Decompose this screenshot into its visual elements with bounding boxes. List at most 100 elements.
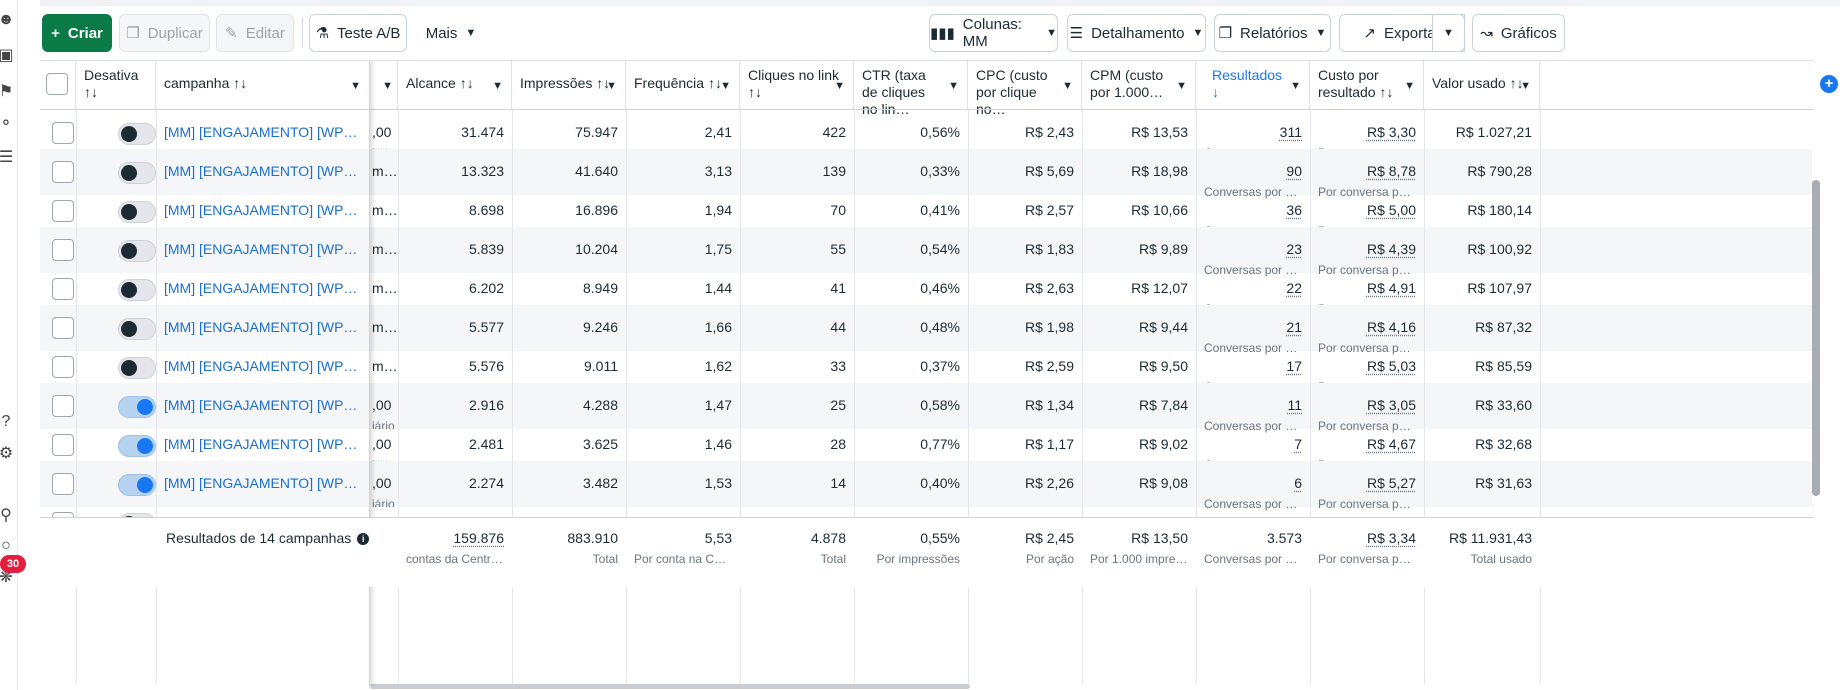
row-checkbox[interactable] (52, 395, 74, 417)
ctr-header[interactable]: CTR (taxa de cliques no lin… ▼ (854, 61, 968, 117)
table-row[interactable]: [MM] [ENGAJAMENTO] [WPP] — …,00iário31.4… (40, 110, 1814, 160)
settings-icon[interactable]: ⚙ (0, 445, 14, 462)
cpm-cell: R$ 12,07 (1131, 280, 1188, 296)
cpc-header[interactable]: CPC (custo por clique no… ▼ (968, 61, 1082, 117)
campaign-toggle[interactable] (118, 279, 156, 301)
add-column-icon[interactable]: + (1820, 75, 1838, 93)
charts-button[interactable]: ↝ Gráficos (1472, 14, 1565, 52)
link-clicks-header[interactable]: Cliques no link ↑↓ ▼ (740, 61, 854, 109)
table-row[interactable]: [MM] [ENGAJAMENTO] [WPP] — …m…5.5779.246… (40, 305, 1814, 355)
search-icon[interactable]: ⚲ (0, 507, 12, 524)
campaign-toggle[interactable] (118, 201, 156, 223)
toggle-knob (121, 204, 137, 220)
row-checkbox[interactable] (52, 356, 74, 378)
row-checkbox[interactable] (52, 473, 74, 495)
amount-spent-cell: R$ 180,14 (1467, 202, 1532, 218)
cpm-header[interactable]: CPM (custo por 1.000… ▼ (1082, 61, 1196, 109)
help-icon[interactable]: ? (1, 413, 11, 430)
row-checkbox[interactable] (52, 278, 74, 300)
create-button[interactable]: + Criar (42, 14, 112, 52)
chat-icon[interactable]: ○ (1, 537, 11, 554)
impressions-cell: 4.288 (582, 397, 618, 413)
table-row[interactable]: [MM] [ENGAJAMENTO] [WPP] — …m…5.5769.011… (40, 344, 1814, 394)
columns-dropdown[interactable]: ▮▮▮ Colunas: MM ▼ (929, 14, 1058, 52)
amount-spent-header[interactable]: Valor usado ↑↓ ▼ (1424, 61, 1540, 109)
info-icon[interactable]: i (357, 533, 370, 545)
campaign-toggle[interactable] (118, 162, 156, 184)
row-checkbox[interactable] (52, 200, 74, 222)
table-row[interactable]: [MM] [ENGAJAMENTO] [WPP] — …,00iário2.27… (40, 461, 1814, 511)
campaign-toggle[interactable] (118, 396, 156, 418)
select-all-header (40, 61, 76, 109)
row-checkbox[interactable] (52, 122, 74, 144)
cpc-cell: R$ 2,59 (1024, 358, 1074, 374)
amount-spent-cell: R$ 31,63 (1475, 475, 1532, 491)
table-row[interactable]: [MM] [ENGAJAMENTO] [WPP] — …,00iário2.91… (40, 383, 1814, 433)
table-row[interactable]: [MM] [ENGAJAMENTO] [WPP] — …m…6.2028.949… (40, 266, 1814, 316)
caret-down-icon[interactable]: ▼ (350, 80, 361, 92)
table-row[interactable]: [MM] [ENGAJAMENTO] [WPP] — …m…5.83910.20… (40, 227, 1814, 277)
row-checkbox[interactable] (52, 317, 74, 339)
campaign-toggle[interactable] (118, 240, 156, 262)
audience-icon[interactable]: ⚬ (0, 115, 13, 132)
breakdown-dropdown[interactable]: ☰ Detalhamento ▼ (1067, 14, 1206, 52)
export-options-dropdown[interactable]: ▼ (1432, 14, 1465, 52)
scroll-thumb[interactable] (1812, 180, 1820, 496)
row-checkbox[interactable] (52, 434, 74, 456)
campaign-header[interactable]: campanha ↑↓ ▼ (156, 61, 370, 109)
caret-down-icon[interactable]: ▼ (948, 80, 959, 92)
notification-badge[interactable]: 30 (0, 555, 26, 573)
caret-down-icon[interactable]: ▼ (834, 80, 845, 92)
caret-down-icon[interactable]: ▼ (1404, 80, 1415, 92)
campaign-icon[interactable]: ⚑ (0, 83, 14, 100)
column-divider (76, 109, 77, 686)
row-checkbox[interactable] (52, 239, 74, 261)
edit-button[interactable]: ✎ Editar (216, 14, 294, 52)
caret-down-icon[interactable]: ▼ (1520, 80, 1531, 92)
campaign-toggle[interactable] (118, 435, 156, 457)
campaign-toggle[interactable] (118, 357, 156, 379)
campaign-toggle[interactable] (118, 123, 156, 145)
scroll-thumb[interactable] (370, 684, 970, 689)
bug-icon[interactable]: ❋ (0, 569, 13, 586)
billing-icon[interactable]: ▣ (0, 47, 14, 64)
caret-down-icon[interactable]: ▼ (1290, 80, 1301, 92)
amount-spent-cell: R$ 107,97 (1467, 280, 1532, 296)
cost-per-result-header[interactable]: Custo por resultado ↑↓ ▼ (1310, 61, 1424, 109)
table-row[interactable]: [MM] [ENGAJAMENTO] [WPP] - A…m…13.32341.… (40, 149, 1814, 199)
select-all-checkbox[interactable] (46, 73, 68, 95)
reach-cell: 2.916 (468, 397, 504, 413)
row-checkbox[interactable] (52, 161, 74, 183)
table-row[interactable]: [MM] [ENGAJAMENTO] [WPP] — …m…8.69816.89… (40, 188, 1814, 238)
column-divider (1310, 109, 1311, 686)
caret-down-icon[interactable]: ▼ (606, 80, 617, 92)
ab-test-button[interactable]: ⚗ Teste A/B (309, 14, 407, 52)
caret-down-icon[interactable]: ▼ (492, 80, 503, 92)
reach-header[interactable]: Alcance ↑↓ ▼ (398, 61, 512, 109)
caret-down-icon[interactable]: ▼ (1062, 80, 1073, 92)
vertical-scrollbar[interactable] (1812, 108, 1820, 504)
horizontal-scrollbar[interactable] (40, 684, 1814, 690)
results-header[interactable]: Resultados ↓ ▼ (1196, 61, 1310, 109)
column-divider (1082, 109, 1083, 686)
link-clicks-cell: 422 (822, 124, 846, 140)
duplicate-button[interactable]: ❐ Duplicar (119, 14, 210, 52)
cost-per-result-cell: R$ 4,91Por conversa por … (1318, 280, 1416, 316)
campaign-toggle[interactable] (118, 318, 156, 340)
off-toggle-header[interactable]: Desativa ↑↓ (76, 61, 156, 109)
caret-down-icon[interactable]: ▼ (720, 80, 731, 92)
cost-per-result-cell: R$ 4,67Por conversa por … (1318, 436, 1416, 472)
people-icon[interactable]: ☻ (0, 11, 15, 28)
impressions-header[interactable]: Impressões ↑↓ ▼ (512, 61, 626, 109)
campaign-toggle[interactable] (118, 474, 156, 496)
caret-down-icon[interactable]: ▼ (382, 80, 393, 92)
cpm-cell: R$ 7,84 (1138, 397, 1188, 413)
menu-icon[interactable]: ☰ (0, 149, 14, 166)
more-dropdown[interactable]: Mais ▼ (425, 24, 477, 42)
pencil-icon: ✎ (225, 25, 238, 42)
frequency-header[interactable]: Frequência ↑↓ ▼ (626, 61, 740, 109)
reports-dropdown[interactable]: ❐ Relatórios ▼ (1214, 14, 1331, 52)
caret-down-icon[interactable]: ▼ (1176, 80, 1187, 92)
